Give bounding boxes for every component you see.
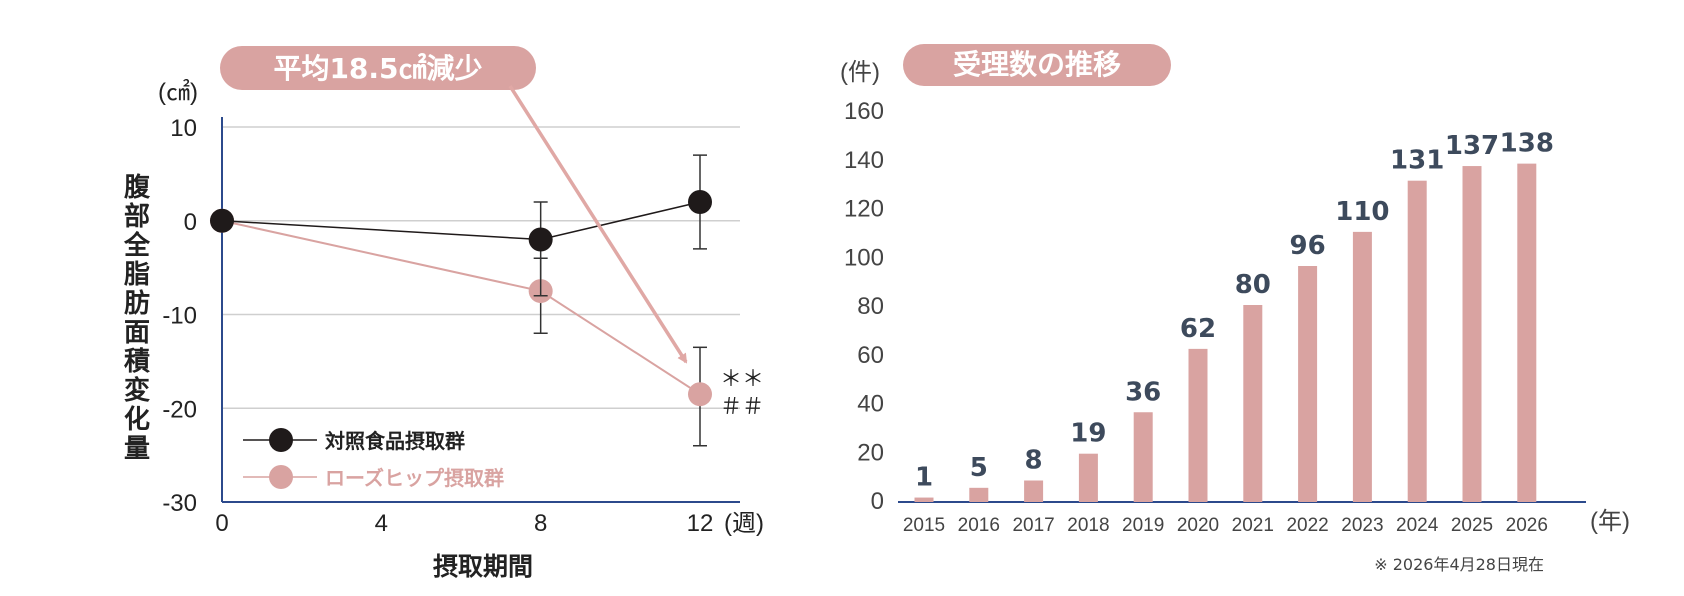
left-y-tick-label: -30 — [162, 490, 197, 517]
left-badge-text: 平均18.5㎠減少 — [273, 52, 482, 85]
left-y-unit: (㎠) — [158, 79, 198, 106]
right-x-tick-label: 2021 — [1232, 515, 1274, 536]
badge-arrow — [508, 85, 688, 364]
left-x-tick-label: 12 — [687, 510, 714, 537]
left-series — [210, 154, 712, 447]
bar-value-label: 1 — [915, 463, 933, 493]
left-x-tick-label: 4 — [375, 510, 388, 537]
data-point — [210, 208, 234, 233]
right-x-tick-label: 2018 — [1067, 515, 1109, 536]
right-x-unit: (年) — [1590, 508, 1630, 535]
series-line — [221, 219, 701, 396]
right-note: ※ 2026年4月28日現在 — [1374, 555, 1544, 574]
bar — [914, 497, 934, 502]
right-chart: 受理数の推移 (件) 0 20 40 60 80 100 120 140 160 1 2015 5 2… — [840, 44, 1630, 574]
bar-value-label: 36 — [1125, 377, 1161, 407]
bar-value-label: 96 — [1290, 231, 1326, 261]
bar-value-label: 138 — [1500, 129, 1554, 159]
left-gridlines — [222, 126, 740, 409]
left-badge: 平均18.5㎠減少 — [220, 46, 688, 364]
left-badge-pill — [220, 46, 536, 90]
data-point — [528, 227, 553, 252]
right-x-tick-label: 2020 — [1177, 515, 1219, 536]
bar-value-label: 5 — [970, 453, 988, 483]
left-x-label: 摂取期間 — [433, 552, 533, 581]
significance-stars: ＊＊ — [720, 367, 764, 392]
right-y-tick-label: 80 — [857, 293, 884, 320]
data-point — [688, 190, 712, 214]
right-y-tick-label: 140 — [844, 147, 884, 174]
left-chart: 10 0 -10 -20 -30 0 4 8 12 (㎠) (週) 腹部全脂肪面積変化量 摂取… — [123, 46, 764, 581]
bar — [1298, 266, 1318, 502]
right-y-tick-label: 100 — [844, 244, 884, 271]
legend-marker-control — [269, 428, 293, 452]
legend-label-rosehip: ローズヒップ摂取群 — [325, 466, 504, 490]
bar — [1243, 305, 1263, 502]
bar — [1078, 453, 1098, 502]
right-x-tick-label: 2017 — [1012, 515, 1054, 536]
left-y-tick-label: -10 — [162, 303, 197, 330]
left-axes — [221, 117, 740, 503]
bar — [1188, 348, 1208, 502]
left-x-tick-label: 0 — [215, 510, 228, 537]
bar-value-label: 110 — [1335, 197, 1389, 227]
bar-value-label: 131 — [1390, 146, 1444, 176]
right-y-tick-label: 0 — [871, 488, 884, 515]
left-x-tick-label: 8 — [534, 510, 547, 537]
right-y-ticks: 0 20 40 60 80 100 120 140 160 — [844, 98, 884, 515]
right-y-unit: (件) — [840, 59, 880, 86]
bar — [969, 487, 989, 502]
right-y-tick-label: 20 — [857, 439, 884, 466]
right-y-tick-label: 120 — [844, 196, 884, 223]
right-x-tick-label: 2019 — [1122, 515, 1164, 536]
right-y-tick-label: 160 — [844, 98, 884, 125]
right-x-tick-label: 2022 — [1286, 515, 1328, 536]
right-badge-pill — [903, 44, 1171, 86]
bar — [1517, 163, 1537, 502]
legend-marker-rosehip — [269, 465, 293, 489]
left-y-label: 腹部全脂肪面積変化量 — [123, 172, 151, 464]
bar-value-label: 62 — [1180, 314, 1216, 344]
right-y-tick-label: 40 — [857, 391, 884, 418]
left-y-tick-label: 10 — [170, 115, 197, 142]
left-y-tick-label: -20 — [162, 396, 197, 423]
bar — [1024, 480, 1044, 502]
right-bars: 1 2015 5 2016 8 2017 19 2018 36 2019 62 2020 80 2021 9… — [903, 129, 1554, 536]
right-x-tick-label: 2024 — [1396, 515, 1439, 536]
right-x-tick-label: 2025 — [1451, 515, 1493, 536]
bar-value-label: 80 — [1235, 270, 1271, 300]
bar — [1133, 412, 1153, 502]
right-x-tick-label: 2026 — [1506, 515, 1548, 536]
legend-label-control: 対照食品摂取群 — [324, 429, 465, 453]
bar — [1462, 166, 1482, 502]
right-badge-text: 受理数の推移 — [953, 48, 1121, 81]
bar-value-label: 19 — [1070, 419, 1106, 449]
bar — [1407, 180, 1427, 502]
bar-value-label: 137 — [1445, 131, 1499, 161]
left-legend: 対照食品摂取群 ローズヒップ摂取群 — [243, 428, 504, 490]
data-point — [688, 382, 712, 407]
bar — [1352, 231, 1372, 502]
bar-value-label: 8 — [1025, 446, 1043, 476]
right-y-tick-label: 60 — [857, 342, 884, 369]
right-x-tick-label: 2015 — [903, 515, 945, 536]
left-y-tick-label: 0 — [184, 209, 197, 236]
significance-hashes: ＃＃ — [720, 395, 764, 420]
left-x-ticks: 0 4 8 12 — [215, 510, 713, 537]
left-x-unit: (週) — [724, 510, 764, 537]
right-x-tick-label: 2023 — [1341, 515, 1383, 536]
right-x-tick-label: 2016 — [958, 515, 1000, 536]
left-y-ticks: 10 0 -10 -20 -30 — [162, 115, 197, 517]
